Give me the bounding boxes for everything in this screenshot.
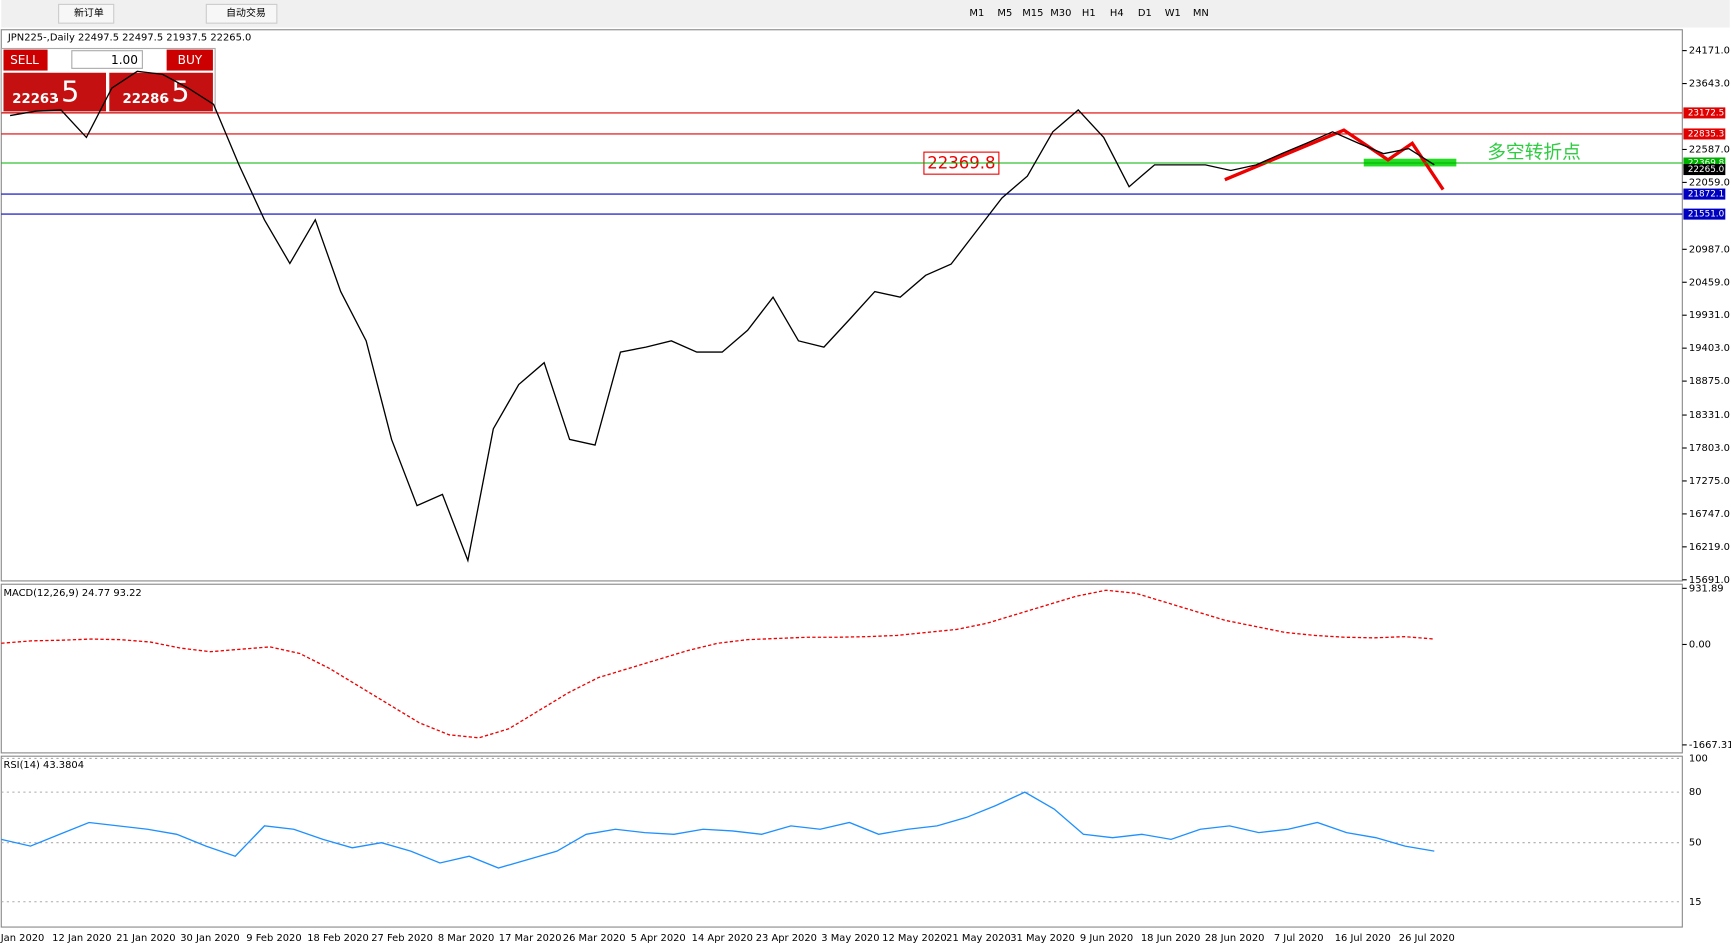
y-tick-label: 20987.0 bbox=[1689, 244, 1730, 255]
date-label: 28 Jun 2020 bbox=[1205, 933, 1265, 944]
timeframe[interactable]: H4 bbox=[1110, 8, 1124, 19]
y-tick-label: 80 bbox=[1689, 787, 1702, 798]
buy-price-fraction[interactable]: .5 bbox=[162, 75, 189, 109]
rsi-panel bbox=[0, 755, 1683, 928]
auto-trade-button[interactable] bbox=[205, 3, 278, 24]
date-label: 12 May 2020 bbox=[882, 933, 947, 944]
date-label: 18 Feb 2020 bbox=[307, 933, 369, 944]
timeframe[interactable]: H1 bbox=[1082, 8, 1096, 19]
date-label: 5 Apr 2020 bbox=[631, 933, 686, 944]
level-tag bbox=[1683, 188, 1726, 200]
y-tick-label: 15 bbox=[1689, 897, 1702, 908]
date-label: 21 Jan 2020 bbox=[116, 933, 175, 944]
y-tick-label: 23643.0 bbox=[1689, 79, 1730, 90]
bid-label: 22265.0 bbox=[1688, 165, 1725, 175]
level-label: 21872.1 bbox=[1688, 190, 1724, 200]
y-tick-label: 16747.0 bbox=[1689, 509, 1730, 520]
price-line bbox=[9, 70, 1435, 563]
rsi-line bbox=[1, 791, 1435, 869]
level-label: 21551.0 bbox=[1688, 210, 1725, 220]
level-tag bbox=[1683, 208, 1726, 220]
level-label: 22369.8 bbox=[1688, 159, 1724, 169]
timeframe[interactable]: MN bbox=[1193, 8, 1209, 19]
sell[interactable]: SELL bbox=[10, 53, 39, 67]
macd-panel bbox=[0, 583, 1683, 754]
buy[interactable]: BUY bbox=[178, 53, 203, 67]
macd-header: MACD(12,26,9) 24.77 93.22 bbox=[3, 588, 141, 599]
lots-input[interactable] bbox=[71, 50, 143, 69]
macd-signal bbox=[1, 589, 1435, 739]
date-label: 9 Jun 2020 bbox=[1080, 933, 1133, 944]
sell-price-fraction[interactable]: .5 bbox=[52, 75, 79, 109]
new-order[interactable]: 新订单 bbox=[74, 6, 104, 19]
buy-price[interactable]: 22286 bbox=[123, 92, 169, 107]
y-tick-label: 100 bbox=[1689, 753, 1708, 764]
y-tick-label: 50 bbox=[1689, 838, 1702, 849]
date-label: 3 Jan 2020 bbox=[0, 933, 44, 944]
y-tick-label: 16219.0 bbox=[1689, 542, 1730, 553]
date-label: 12 Jan 2020 bbox=[52, 933, 111, 944]
y-tick-label: 22587.0 bbox=[1689, 144, 1730, 155]
lots[interactable]: 1.00 bbox=[111, 53, 138, 67]
timeframe[interactable]: M15 bbox=[1022, 8, 1043, 19]
trend-arrow bbox=[1224, 128, 1445, 191]
chart-header: JPN225-,Daily 22497.5 22497.5 21937.5 22… bbox=[7, 32, 251, 43]
date-label: 8 Mar 2020 bbox=[438, 933, 495, 944]
timeframe[interactable]: W1 bbox=[1165, 8, 1181, 19]
buy-button[interactable] bbox=[166, 49, 213, 71]
y-tick-label: 15691.0 bbox=[1689, 575, 1730, 586]
date-label: 26 Jul 2020 bbox=[1399, 933, 1455, 944]
y-tick-label: 0.00 bbox=[1689, 639, 1711, 650]
y-tick-label: 20459.0 bbox=[1689, 277, 1730, 288]
date-label: 16 Jul 2020 bbox=[1335, 933, 1391, 944]
timeframe[interactable]: M30 bbox=[1050, 8, 1071, 19]
auto-trade[interactable]: 自动交易 bbox=[226, 6, 266, 19]
date-label: 14 Apr 2020 bbox=[692, 933, 753, 944]
y-tick-label: 18331.0 bbox=[1689, 410, 1730, 421]
timeframe[interactable]: D1 bbox=[1138, 8, 1152, 19]
new-order-button[interactable] bbox=[58, 3, 115, 24]
level-tag bbox=[1683, 157, 1726, 169]
sell-price-box[interactable] bbox=[3, 72, 106, 112]
date-label: 23 Apr 2020 bbox=[756, 933, 817, 944]
date-label: 26 Mar 2020 bbox=[563, 933, 626, 944]
y-tick-label: 22059.0 bbox=[1689, 177, 1730, 188]
level-label: 22835.3 bbox=[1688, 129, 1724, 139]
annotation: 多空转折点 bbox=[1487, 143, 1581, 164]
bid-tag bbox=[1683, 164, 1726, 176]
date-label: 31 May 2020 bbox=[1010, 933, 1075, 944]
date-label: 27 Feb 2020 bbox=[371, 933, 433, 944]
sell-button[interactable] bbox=[3, 49, 48, 71]
toolbar bbox=[1, 0, 1730, 28]
sell-price[interactable]: 22263 bbox=[12, 92, 58, 107]
buy-price-box[interactable] bbox=[109, 72, 213, 112]
date-label: 21 May 2020 bbox=[946, 933, 1011, 944]
date-label: 30 Jan 2020 bbox=[180, 933, 239, 944]
y-tick-label: 18875.0 bbox=[1689, 376, 1730, 387]
level-tag bbox=[1683, 107, 1726, 119]
date-label: 17 Mar 2020 bbox=[499, 933, 562, 944]
date-label: 7 Jul 2020 bbox=[1274, 933, 1324, 944]
level-tag bbox=[1683, 128, 1726, 140]
timeframe[interactable]: M1 bbox=[969, 8, 984, 19]
y-tick-label: 19403.0 bbox=[1689, 343, 1730, 354]
y-tick-label: 931.89 bbox=[1689, 583, 1724, 594]
date-label: 3 May 2020 bbox=[821, 933, 879, 944]
y-tick-label: -1667.31 bbox=[1689, 740, 1731, 751]
price-panel bbox=[0, 29, 1683, 582]
level-label: 23172.5 bbox=[1688, 108, 1724, 118]
timeframe[interactable]: M5 bbox=[997, 8, 1012, 19]
y-tick-label: 19931.0 bbox=[1689, 310, 1730, 321]
rsi-header: RSI(14) 43.3804 bbox=[3, 760, 84, 771]
date-label: 18 Jun 2020 bbox=[1141, 933, 1201, 944]
y-tick-label: 17803.0 bbox=[1689, 443, 1730, 454]
y-tick-label: 17275.0 bbox=[1689, 476, 1730, 487]
date-label: 9 Feb 2020 bbox=[246, 933, 301, 944]
y-tick-label: 24171.0 bbox=[1689, 46, 1730, 57]
